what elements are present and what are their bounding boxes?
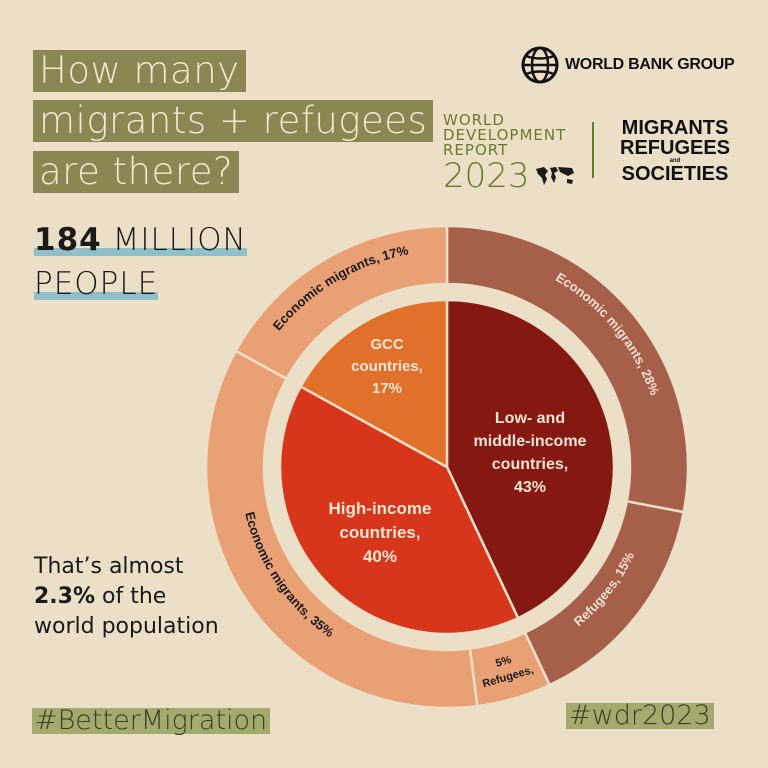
inner-label-low-and-middle-income-countries: Low- and middle-income countries, 43% bbox=[474, 407, 587, 499]
wdr-logo: WORLD DEVELOPMENT REPORT 2023 bbox=[443, 113, 576, 194]
title-line-1: How many bbox=[33, 50, 246, 92]
title-line-2: migrants + refugees bbox=[33, 100, 434, 142]
inner-slice-high-income-countries bbox=[278, 384, 520, 636]
report-title-and: and bbox=[669, 158, 681, 164]
outer-segment-4 bbox=[234, 224, 449, 381]
tagline-rest: of the bbox=[95, 584, 167, 609]
headline-people: PEOPLE bbox=[34, 266, 159, 302]
inner-slice-low-and-middle-income-countries bbox=[445, 298, 616, 620]
headline-count: 184 MILLION bbox=[34, 222, 247, 258]
tagline: That’s almost 2.3% of the world populati… bbox=[34, 552, 219, 642]
world-bank-name: WORLD BANK GROUP bbox=[565, 56, 735, 73]
inner-label-high-income-countries: High-income countries, 40% bbox=[329, 497, 432, 569]
headline-unit: MILLION bbox=[112, 222, 247, 258]
inner-label-line: 17% bbox=[371, 380, 403, 397]
inner-label-line: Low- and bbox=[494, 410, 566, 427]
inner-label-line: 43% bbox=[513, 479, 547, 496]
inner-label-gcc-countries: GCC countries, 17% bbox=[351, 334, 423, 400]
outer-label-2-line-1: 5% bbox=[494, 654, 513, 670]
inner-label-line: countries, bbox=[491, 456, 569, 473]
world-bank-logo: WORLD BANK GROUP bbox=[520, 45, 735, 85]
wdr-line2: DEVELOPMENT bbox=[443, 126, 567, 144]
inner-label-line: GCC bbox=[370, 336, 404, 353]
report-title: MIGRANTS REFUGEES and SOCIETIES bbox=[620, 118, 730, 184]
wdr-year: 2023 bbox=[443, 156, 530, 196]
globe-icon bbox=[521, 46, 559, 84]
inner-slice-gcc-countries bbox=[298, 298, 449, 470]
inner-label-line: countries, bbox=[339, 523, 421, 542]
report-title-1: MIGRANTS bbox=[621, 117, 729, 139]
headline-people-text: PEOPLE bbox=[34, 266, 159, 302]
tagline-percent: 2.3% bbox=[34, 584, 96, 609]
logo-divider bbox=[592, 122, 594, 178]
tagline-line2: 2.3% of the bbox=[34, 582, 219, 612]
inner-label-line: middle-income bbox=[473, 433, 587, 450]
inner-label-line: 40% bbox=[362, 547, 398, 566]
hashtag-better-migration[interactable]: #BetterMigration bbox=[32, 707, 271, 734]
tagline-line3: world population bbox=[34, 614, 219, 639]
wdr-line3: REPORT bbox=[443, 141, 509, 159]
hashtag-wdr2023[interactable]: #wdr2023 bbox=[566, 702, 714, 729]
title-line-3: are there? bbox=[33, 151, 240, 193]
report-title-3: SOCIETIES bbox=[621, 163, 729, 185]
inner-label-line: countries, bbox=[351, 358, 423, 375]
report-title-2: REFUGEES bbox=[620, 137, 731, 159]
tagline-line1: That’s almost bbox=[34, 554, 184, 579]
world-map-icon bbox=[535, 167, 574, 185]
outer-segment-3 bbox=[204, 349, 479, 710]
wdr-line1: WORLD bbox=[443, 111, 505, 129]
inner-label-line: High-income bbox=[328, 499, 432, 518]
headline-number: 184 bbox=[34, 222, 102, 258]
